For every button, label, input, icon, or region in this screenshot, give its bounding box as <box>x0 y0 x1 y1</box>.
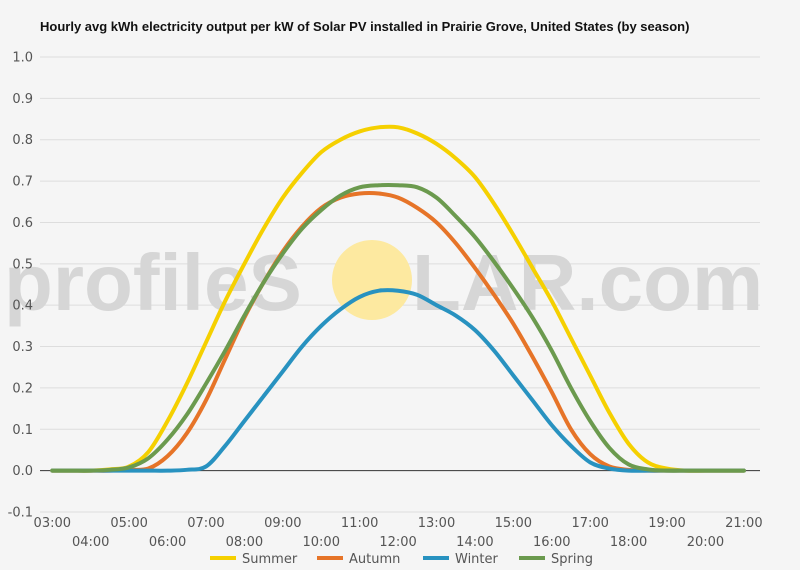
legend-label-winter: Winter <box>455 552 499 567</box>
y-tick-label: 1.0 <box>12 51 33 66</box>
grid-lines <box>40 56 760 513</box>
x-tick-label: 08:00 <box>226 535 263 550</box>
series-lines <box>50 124 746 473</box>
x-tick-label: 11:00 <box>341 516 378 531</box>
y-tick-label: 0.8 <box>12 133 33 148</box>
x-tick-label: 12:00 <box>379 535 416 550</box>
x-tick-label: 03:00 <box>34 516 71 531</box>
series-line-summer <box>50 124 746 473</box>
x-axis-ticks: 03:0004:0005:0006:0007:0008:0009:0010:00… <box>34 516 763 550</box>
watermark-text-right: LAR.com <box>412 238 763 327</box>
x-tick-label: 17:00 <box>571 516 608 531</box>
x-tick-label: 19:00 <box>648 516 685 531</box>
y-tick-label: 0.5 <box>12 257 33 272</box>
y-tick-label: 0.0 <box>12 464 33 479</box>
y-tick-label: 0.4 <box>12 299 33 314</box>
x-tick-label: 21:00 <box>725 516 762 531</box>
x-tick-label: 20:00 <box>687 535 724 550</box>
x-tick-label: 13:00 <box>418 516 455 531</box>
legend-label-autumn: Autumn <box>349 552 400 567</box>
y-axis-ticks: 1.0 0.9 0.8 0.7 0.6 0.5 0.4 0.3 0.2 0.1 0.0 -0.1 <box>8 51 33 521</box>
x-tick-label: 14:00 <box>456 535 493 550</box>
series-line-spring <box>50 182 746 473</box>
y-tick-label: 0.7 <box>12 175 33 190</box>
x-tick-label: 18:00 <box>610 535 647 550</box>
legend: Summer Autumn Winter Spring <box>210 552 593 567</box>
y-tick-label: 0.6 <box>12 216 33 231</box>
y-tick-label: 0.2 <box>12 381 33 396</box>
x-tick-label: 10:00 <box>303 535 340 550</box>
legend-label-summer: Summer <box>242 552 298 567</box>
x-tick-label: 04:00 <box>72 535 109 550</box>
x-tick-label: 05:00 <box>110 516 147 531</box>
y-tick-label: -0.1 <box>8 506 33 521</box>
x-tick-label: 09:00 <box>264 516 301 531</box>
y-tick-label: 0.3 <box>12 340 33 355</box>
watermark: profileS LAR.com <box>4 238 763 327</box>
x-tick-label: 15:00 <box>495 516 532 531</box>
watermark-text-left: profileS <box>4 238 302 327</box>
legend-label-spring: Spring <box>551 552 593 567</box>
series-line-winter <box>50 288 746 473</box>
x-tick-label: 16:00 <box>533 535 570 550</box>
y-tick-label: 0.9 <box>12 92 33 107</box>
x-tick-label: 07:00 <box>187 516 224 531</box>
y-tick-label: 0.1 <box>12 423 33 438</box>
x-tick-label: 06:00 <box>149 535 186 550</box>
chart-title: Hourly avg kWh electricity output per kW… <box>40 19 690 34</box>
